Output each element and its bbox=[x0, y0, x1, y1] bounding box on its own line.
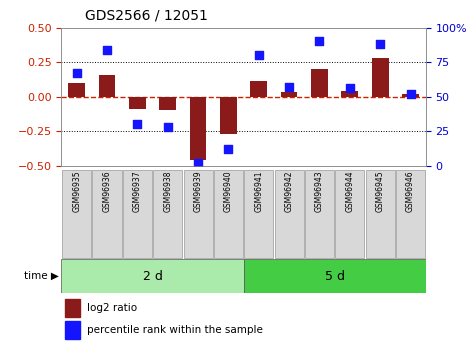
Bar bbox=[61, 259, 244, 293]
FancyBboxPatch shape bbox=[92, 170, 122, 258]
Point bbox=[73, 70, 80, 76]
Text: 2 d: 2 d bbox=[142, 269, 163, 283]
Text: GDS2566 / 12051: GDS2566 / 12051 bbox=[85, 8, 208, 22]
Point bbox=[194, 160, 202, 166]
Point bbox=[133, 121, 141, 127]
Bar bbox=[402, 94, 419, 97]
Text: GSM96946: GSM96946 bbox=[406, 171, 415, 213]
Text: GSM96936: GSM96936 bbox=[103, 171, 112, 213]
Bar bbox=[190, 97, 206, 160]
Text: time ▶: time ▶ bbox=[24, 271, 59, 281]
FancyBboxPatch shape bbox=[153, 170, 182, 258]
Bar bbox=[129, 97, 146, 109]
Text: 5 d: 5 d bbox=[324, 269, 345, 283]
Bar bbox=[65, 321, 79, 339]
Point bbox=[346, 86, 354, 91]
Bar bbox=[244, 259, 426, 293]
FancyBboxPatch shape bbox=[366, 170, 395, 258]
Point bbox=[407, 91, 414, 97]
Bar bbox=[250, 81, 267, 97]
Text: GSM96942: GSM96942 bbox=[285, 171, 294, 212]
Text: GSM96940: GSM96940 bbox=[224, 171, 233, 213]
Bar bbox=[342, 91, 358, 97]
FancyBboxPatch shape bbox=[244, 170, 273, 258]
Text: GSM96939: GSM96939 bbox=[193, 171, 202, 213]
Bar bbox=[220, 97, 237, 134]
Bar bbox=[65, 299, 79, 317]
FancyBboxPatch shape bbox=[184, 170, 213, 258]
Bar bbox=[99, 75, 115, 97]
FancyBboxPatch shape bbox=[274, 170, 304, 258]
Text: GSM96937: GSM96937 bbox=[133, 171, 142, 213]
Text: GSM96944: GSM96944 bbox=[345, 171, 354, 213]
Point bbox=[225, 146, 232, 152]
Point bbox=[285, 84, 293, 90]
Point bbox=[103, 47, 111, 52]
Bar bbox=[68, 83, 85, 97]
Bar bbox=[311, 69, 328, 97]
Text: GSM96945: GSM96945 bbox=[376, 171, 385, 213]
Text: percentile rank within the sample: percentile rank within the sample bbox=[87, 325, 263, 335]
FancyBboxPatch shape bbox=[62, 170, 91, 258]
Text: GSM96935: GSM96935 bbox=[72, 171, 81, 213]
Text: GSM96943: GSM96943 bbox=[315, 171, 324, 213]
FancyBboxPatch shape bbox=[335, 170, 364, 258]
FancyBboxPatch shape bbox=[305, 170, 334, 258]
Bar bbox=[372, 58, 388, 97]
Point bbox=[255, 52, 263, 58]
Point bbox=[315, 39, 323, 44]
FancyBboxPatch shape bbox=[123, 170, 152, 258]
Text: GSM96938: GSM96938 bbox=[163, 171, 172, 212]
Point bbox=[164, 124, 172, 130]
Bar bbox=[159, 97, 176, 110]
Text: log2 ratio: log2 ratio bbox=[87, 303, 137, 313]
Point bbox=[377, 41, 384, 47]
Bar bbox=[281, 92, 298, 97]
Text: GSM96941: GSM96941 bbox=[254, 171, 263, 212]
FancyBboxPatch shape bbox=[396, 170, 425, 258]
FancyBboxPatch shape bbox=[214, 170, 243, 258]
